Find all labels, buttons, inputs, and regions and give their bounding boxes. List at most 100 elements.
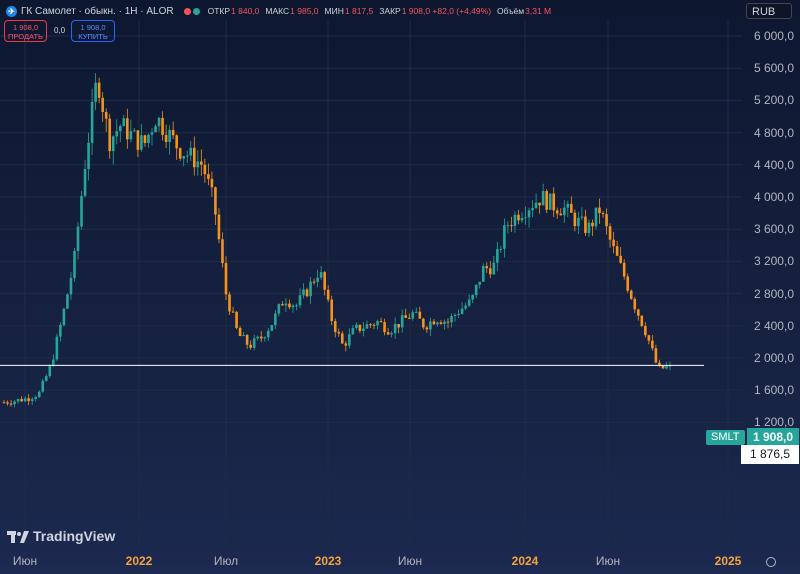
- candle: [481, 263, 485, 283]
- currency-selector[interactable]: RUB: [746, 3, 792, 19]
- candle-body: [175, 135, 178, 149]
- candle: [443, 319, 446, 330]
- candle-body: [274, 313, 277, 326]
- candle: [189, 141, 193, 161]
- candle-body: [333, 321, 337, 332]
- candle-body: [651, 340, 654, 349]
- candle-body: [309, 281, 312, 297]
- crosshair-price-tag: 1 876,5: [741, 445, 799, 464]
- candle-body: [55, 336, 59, 360]
- candle: [432, 318, 436, 325]
- green-dot-icon: [192, 7, 200, 15]
- ohlc-key: ОТКР: [207, 6, 231, 16]
- candle-body: [305, 289, 309, 297]
- candle-body: [566, 203, 570, 208]
- buy-button[interactable]: 1 908,0 КУПИТЬ: [71, 20, 115, 42]
- candle: [601, 210, 605, 218]
- candle: [566, 200, 570, 218]
- candle: [422, 317, 425, 330]
- candle: [97, 77, 101, 104]
- candle: [651, 335, 654, 351]
- candle-body: [584, 216, 587, 233]
- candle: [309, 276, 312, 305]
- candle: [2, 399, 6, 404]
- candle: [69, 272, 73, 300]
- candle: [48, 363, 52, 378]
- candle-body: [492, 262, 496, 275]
- candle: [369, 323, 372, 329]
- candle: [577, 211, 580, 235]
- candle: [559, 208, 563, 216]
- candle: [453, 313, 457, 322]
- candle-body: [210, 178, 214, 188]
- candle: [108, 113, 112, 159]
- candle: [150, 128, 154, 146]
- candle: [436, 321, 439, 327]
- candle-body: [661, 365, 665, 369]
- candle: [203, 158, 207, 183]
- candle-body: [263, 337, 267, 339]
- candle-body: [640, 315, 644, 327]
- candle-body: [531, 208, 534, 211]
- candle-body: [154, 126, 157, 133]
- sell-button[interactable]: 1 908,0 ПРОДАТЬ: [4, 20, 47, 42]
- candle-body: [101, 97, 104, 112]
- candle-body: [80, 195, 83, 227]
- candle-body: [118, 126, 122, 132]
- candle: [450, 313, 453, 328]
- candle-body: [379, 321, 383, 323]
- candle: [185, 150, 189, 163]
- candle: [358, 324, 362, 334]
- candle: [520, 212, 524, 223]
- candle-body: [62, 308, 66, 325]
- candle-body: [249, 344, 252, 348]
- candle: [196, 150, 200, 176]
- candle-body: [30, 399, 34, 401]
- gear-icon[interactable]: [766, 557, 776, 567]
- candle-body: [164, 134, 168, 143]
- candle-body: [665, 365, 668, 369]
- candle-body: [365, 324, 369, 329]
- candle: [171, 121, 175, 139]
- candle-body: [612, 239, 615, 247]
- candle-body: [390, 333, 393, 335]
- candle-body: [580, 216, 584, 218]
- candle-body: [129, 131, 133, 140]
- tradingview-logo[interactable]: TradingView: [7, 528, 115, 544]
- candle-body: [386, 332, 390, 335]
- candle-body: [622, 262, 626, 277]
- candle-body: [171, 129, 175, 136]
- candle-body: [527, 210, 531, 218]
- candle-body: [411, 312, 415, 319]
- candle: [62, 307, 66, 327]
- candle-body: [34, 397, 38, 400]
- candle: [351, 325, 355, 335]
- candle-body: [298, 295, 302, 306]
- candle-body: [69, 277, 73, 295]
- candle-body: [425, 327, 429, 330]
- candle: [464, 302, 467, 311]
- candle-body: [288, 303, 291, 308]
- candle-body: [644, 326, 647, 336]
- candle-body: [217, 214, 221, 240]
- candle-body: [608, 226, 612, 240]
- y-tick-label: 3 200,0: [753, 254, 794, 269]
- candle: [284, 297, 288, 313]
- candle: [496, 241, 499, 272]
- candle: [626, 273, 630, 293]
- candle: [274, 310, 277, 329]
- candle: [397, 323, 400, 334]
- candle: [115, 119, 119, 145]
- candle: [629, 289, 633, 301]
- symbol-title[interactable]: ГК Самолет · обыкн. · 1Н · ALOR: [21, 5, 174, 17]
- candle: [510, 216, 513, 232]
- candle: [534, 193, 538, 210]
- symbol-tag: SMLT: [706, 430, 745, 445]
- candle: [228, 291, 231, 315]
- candle-body: [52, 359, 55, 366]
- candle: [499, 245, 503, 253]
- candle: [570, 196, 573, 213]
- candle: [541, 183, 545, 206]
